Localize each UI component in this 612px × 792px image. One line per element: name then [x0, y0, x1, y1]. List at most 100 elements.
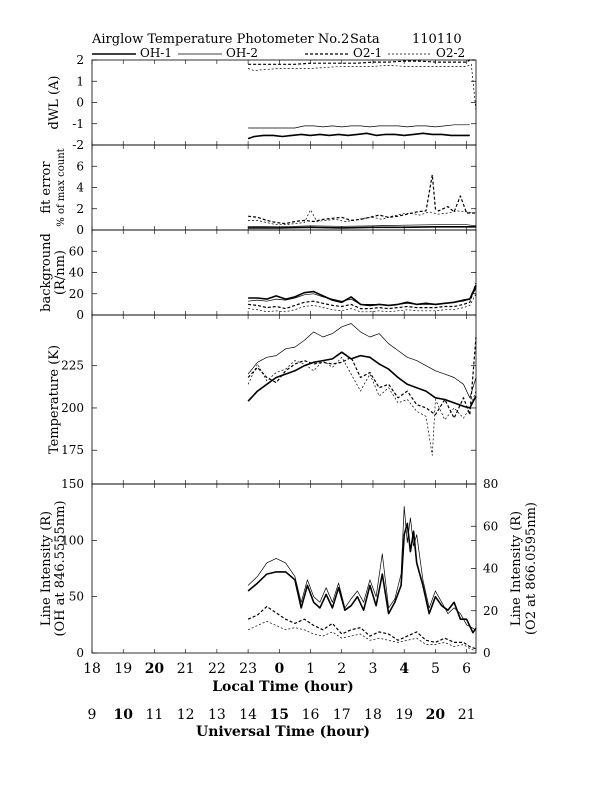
- panel-fit: 6 4 2 0 fit error% of max count: [39, 144, 477, 237]
- legend-label-o22: O2-2: [436, 46, 465, 60]
- y-axis-label: Temperature (K): [47, 345, 62, 454]
- series-line-intensity-oh-2: [247, 506, 477, 631]
- y-tick-label: 4: [76, 181, 84, 195]
- series-line-dwl-o2-2: [247, 63, 477, 112]
- y-tick-label: 175: [61, 443, 84, 457]
- date-code: 110110: [412, 32, 462, 47]
- y-right-axis-label-line2: (O2 at 866.0595nm): [524, 502, 539, 635]
- series-line-temp-oh-2: [247, 323, 477, 399]
- y-tick-label: 150: [61, 477, 84, 491]
- y-tick-label: 0: [76, 646, 84, 660]
- universal-time-tick-label: 18: [364, 707, 382, 723]
- local-time-tick-label: 5: [431, 661, 440, 677]
- site-name: Sata: [350, 32, 380, 47]
- y-axis-label-line2: (R/nm): [53, 250, 68, 295]
- legend-label-oh2: OH-2: [226, 46, 258, 60]
- y-tick-label: 60: [69, 244, 84, 258]
- series-line-dwl-o2-1: [248, 59, 475, 65]
- local-time-tick-label: 1: [306, 661, 315, 677]
- series-line-intensity-oh-1: [247, 522, 477, 634]
- series-line-bg-o2-1: [248, 282, 477, 310]
- figure-title: Airglow Temperature Photometer No.2: [91, 32, 349, 47]
- y-tick-label: 20: [69, 287, 84, 301]
- series-line-fit-o2-2: [248, 209, 477, 226]
- x-axes: Local Time (hour) Universal Time (hour) …: [83, 661, 475, 740]
- y-axis-label: dWL (A): [47, 76, 62, 130]
- series-line-bg-oh-1: [248, 284, 477, 307]
- local-time-tick-label: 2: [337, 661, 346, 677]
- y-tick-label: 2: [76, 53, 84, 67]
- panel-bg: 60 40 20 0 background (R/nm): [39, 229, 477, 322]
- y-tick-label: 6: [76, 159, 84, 173]
- universal-time-tick-label: 17: [333, 707, 351, 723]
- legend: OH-1 OH-2 O2-1 O2-2: [92, 46, 465, 60]
- universal-time-tick-label: 19: [395, 707, 413, 723]
- series-line-bg-oh-2: [248, 288, 477, 306]
- y-tick-label: 50: [69, 590, 84, 604]
- y-axis-label: background: [39, 233, 54, 312]
- y-axis-label-line2: (OH at 846.5555nm): [53, 500, 68, 636]
- local-time-tick-label: 20: [145, 661, 165, 677]
- y-axis-label: Line Intensity (R): [39, 511, 54, 626]
- local-time-tick-label: 0: [274, 661, 284, 677]
- y-tick-label: 0: [76, 223, 84, 237]
- local-time-tick-label: 18: [83, 661, 101, 677]
- universal-time-tick-label: 13: [208, 707, 226, 723]
- local-time-tick-label: 4: [399, 661, 409, 677]
- universal-time-axis-label: Universal Time (hour): [196, 724, 370, 740]
- universal-time-tick-label: 11: [146, 707, 164, 723]
- series-line-dwl-oh-1: [247, 132, 470, 140]
- y-right-tick-label: 40: [483, 562, 498, 576]
- series-line-intensity-o2-2: [247, 620, 477, 652]
- panel-frame-dwl: [91, 59, 477, 146]
- y-right-tick-label: 20: [483, 604, 498, 618]
- series-line-fit-o2-1: [248, 174, 476, 225]
- y-tick-label: 0: [76, 308, 84, 322]
- y-tick-label: 100: [61, 533, 84, 547]
- y-tick-label: -2: [72, 138, 84, 152]
- local-time-axis-label: Local Time (hour): [212, 679, 354, 695]
- y-tick-label: 40: [69, 266, 84, 280]
- y-tick-label: 225: [61, 359, 84, 373]
- y-axis-label-line2: % of max count: [56, 148, 67, 226]
- y-right-tick-label: 0: [483, 646, 491, 660]
- local-time-tick-label: 22: [208, 661, 226, 677]
- series-line-intensity-o2-1: [247, 605, 477, 650]
- series-line-temp-oh-1: [247, 351, 477, 409]
- panel-frame-temp: [91, 314, 477, 485]
- universal-time-tick-label: 10: [113, 707, 133, 723]
- series-line-fit-oh-1: [248, 226, 476, 229]
- local-time-tick-label: 6: [462, 661, 471, 677]
- series-line-dwl-oh-2: [248, 124, 470, 129]
- y-axis-label: fit error: [39, 161, 54, 214]
- panel-frame-bg: [91, 229, 477, 316]
- y-right-tick-label: 80: [483, 477, 498, 491]
- y-tick-label: 1: [76, 74, 84, 88]
- local-time-tick-label: 19: [114, 661, 132, 677]
- y-tick-label: 200: [61, 401, 84, 415]
- y-right-tick-label: 60: [483, 519, 498, 533]
- local-time-tick-label: 3: [369, 661, 378, 677]
- legend-label-oh1: OH-1: [140, 46, 172, 60]
- y-tick-label: 2: [76, 202, 84, 216]
- header: Airglow Temperature Photometer No.2 Sata…: [91, 32, 462, 47]
- legend-label-o21: O2-1: [353, 46, 382, 60]
- local-time-tick-label: 21: [177, 661, 195, 677]
- universal-time-tick-label: 9: [88, 707, 97, 723]
- series-line-temp-o2-2: [247, 356, 477, 456]
- panel-frame-fit: [91, 144, 477, 231]
- series-line-temp-o2-1: [247, 336, 477, 419]
- y-tick-label: -1: [72, 117, 84, 131]
- universal-time-tick-label: 12: [177, 707, 195, 723]
- local-time-tick-label: 23: [239, 661, 257, 677]
- universal-time-tick-label: 21: [458, 707, 476, 723]
- y-right-axis-label: Line Intensity (R): [509, 511, 524, 626]
- universal-time-tick-label: 15: [270, 707, 289, 723]
- series-line-fit-oh-2: [248, 224, 477, 228]
- universal-time-tick-label: 14: [239, 707, 257, 723]
- panel-dwl: 2 1 0 -1 -2 dWL (A): [47, 53, 477, 152]
